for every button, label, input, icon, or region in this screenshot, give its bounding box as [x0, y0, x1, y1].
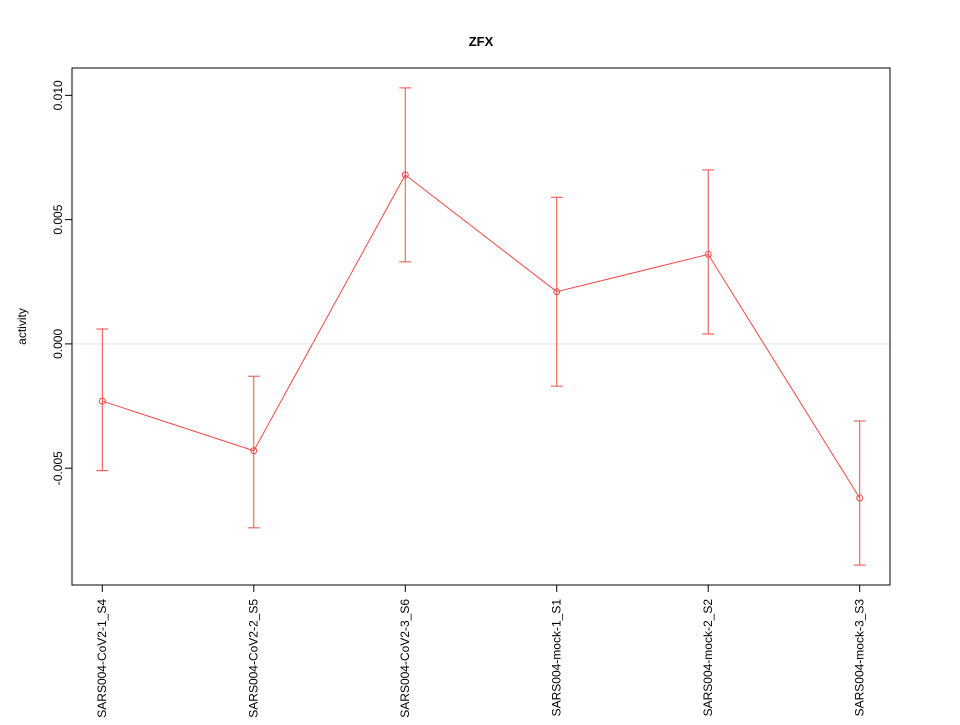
data-point-marker	[250, 447, 258, 455]
x-axis: SARS004-CoV2-1_S4 SARS004-CoV2-2_S5 SARS00…	[95, 585, 867, 718]
y-axis: -0.005 0.000 0.005 0.010	[51, 80, 72, 485]
series-line	[102, 174, 861, 499]
error-bars	[96, 87, 866, 566]
chart-title: ZFX	[469, 34, 494, 49]
y-axis-label: activity	[15, 308, 29, 345]
x-tick-label: SARS004-mock-3_S3	[853, 599, 867, 717]
data-point-markers	[98, 171, 864, 502]
y-tick-label: 0.000	[51, 329, 65, 359]
x-tick-label: SARS004-CoV2-3_S6	[398, 599, 412, 718]
x-tick-label: SARS004-mock-2_S2	[701, 599, 715, 717]
x-tick-label: SARS004-mock-1_S1	[550, 599, 564, 717]
y-tick-label: -0.005	[51, 451, 65, 485]
data-point-marker	[401, 171, 409, 179]
data-point-marker	[553, 288, 561, 296]
y-tick-label: 0.010	[51, 80, 65, 110]
data-point-marker	[856, 494, 864, 502]
data-point-marker	[98, 397, 106, 405]
x-tick-label: SARS004-CoV2-1_S4	[95, 599, 109, 718]
plot-box	[71, 67, 891, 586]
x-tick-label: SARS004-CoV2-2_S5	[247, 599, 261, 718]
data-point-marker	[704, 250, 712, 258]
y-tick-label: 0.005	[51, 204, 65, 234]
